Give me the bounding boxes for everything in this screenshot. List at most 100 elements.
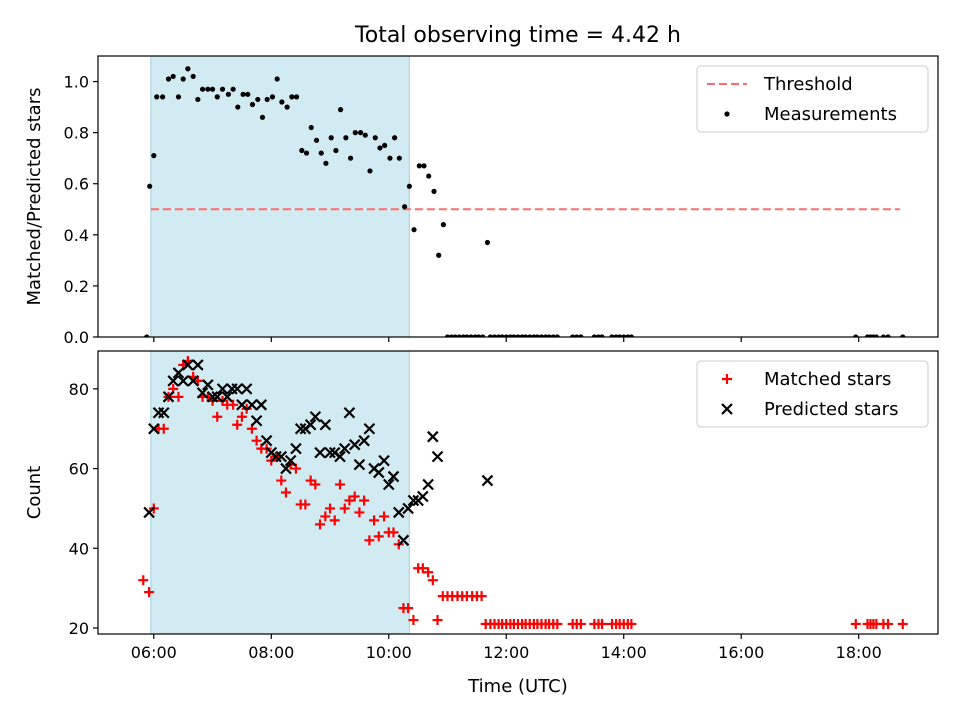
- measurements-marker: [464, 334, 470, 337]
- predicted-stars-marker: [427, 430, 439, 443]
- predicted-stars-marker: [231, 383, 243, 395]
- measurements-marker: [303, 150, 310, 156]
- measurements-marker: [245, 91, 251, 97]
- measurements-marker: [421, 163, 427, 169]
- predicted-stars-marker: [143, 506, 155, 519]
- measurements-marker: [591, 334, 597, 337]
- matched-stars-marker: [144, 587, 155, 598]
- matched-stars-marker: [232, 419, 243, 430]
- matched-stars-marker: [373, 531, 384, 542]
- data-points: [144, 66, 906, 337]
- predicted-stars-marker: [417, 490, 429, 503]
- predicted-stars-marker: [187, 375, 199, 387]
- matched-stars-marker: [339, 503, 350, 514]
- matched-stars-marker: [276, 475, 287, 486]
- matched-stars-marker: [158, 423, 169, 434]
- measurements-marker: [240, 91, 246, 97]
- measurements-marker: [190, 73, 196, 80]
- matched-stars-marker: [173, 391, 184, 402]
- predicted-stars-marker: [338, 442, 351, 455]
- measurements-marker: [491, 334, 498, 337]
- matched-stars-marker: [315, 519, 326, 530]
- measurements-marker: [274, 76, 280, 82]
- predicted-stars-marker: [348, 438, 361, 451]
- matched-stars-marker: [432, 615, 443, 626]
- measurements-marker: [323, 160, 329, 166]
- x-tick-label: 18:00: [836, 643, 882, 662]
- measurements-marker: [546, 334, 552, 337]
- measurements-marker: [873, 334, 879, 337]
- y-tick-label: 20: [69, 619, 89, 638]
- measurements-marker: [209, 86, 216, 92]
- measurements-marker: [416, 163, 422, 169]
- predicted-stars-marker: [392, 506, 405, 519]
- measurements-marker: [503, 334, 509, 337]
- x-tick-label: 12:00: [483, 643, 529, 662]
- predicted-stars-marker: [422, 478, 434, 491]
- matched-stars-marker: [236, 411, 247, 422]
- measurements-marker: [284, 104, 290, 110]
- measurements-marker: [151, 153, 157, 159]
- matched-stars-marker: [310, 479, 321, 490]
- measurements-marker: [144, 334, 150, 337]
- predicted-stars-marker: [309, 410, 322, 423]
- measurements-marker: [328, 135, 334, 141]
- data-points: [138, 355, 908, 630]
- x-tick-label: 08:00: [248, 643, 294, 662]
- ratio-axes: 0.0 0.2 0.4 0.6 0.8 1.0 Matched/Predicted star…: [24, 55, 939, 347]
- measurements-marker: [255, 96, 261, 103]
- matched-stars-marker: [883, 619, 894, 630]
- matched-stars-marker: [408, 615, 419, 626]
- y-tick-label: 80: [69, 380, 89, 399]
- measurements-marker: [538, 334, 545, 337]
- predicted-stars-marker: [202, 379, 214, 391]
- measurements-marker: [293, 94, 300, 100]
- matched-stars-marker: [369, 515, 380, 526]
- measurements-marker: [476, 334, 482, 337]
- measurements-marker: [195, 96, 201, 103]
- measurements-marker: [885, 334, 891, 337]
- predicted-stars-marker: [431, 450, 444, 463]
- measurements-marker: [230, 86, 236, 92]
- predicted-stars-marker: [148, 422, 160, 435]
- predicted-stars-marker: [172, 367, 185, 379]
- measurements-marker: [574, 334, 580, 337]
- predicted-stars-marker: [211, 391, 224, 403]
- measurements-marker: [160, 94, 166, 100]
- predicted-stars-marker: [221, 391, 234, 403]
- measurements-marker: [900, 334, 906, 337]
- measurements-marker: [392, 135, 398, 141]
- predicted-stars-marker: [387, 470, 400, 483]
- matched-stars-marker: [349, 491, 360, 502]
- matched-stars-marker: [251, 435, 262, 446]
- measurements-marker: [444, 334, 451, 337]
- count-axes: 20 40 60 80 06:00 08:00 10:00 12:00 14:00 16:00 18…: [24, 350, 939, 662]
- predicted-stars-marker: [382, 478, 395, 491]
- matched-stars-marker: [423, 567, 434, 578]
- measurements-marker: [249, 101, 256, 108]
- measurements-marker: [170, 73, 176, 80]
- measurements-marker: [205, 86, 211, 92]
- measurements-marker: [554, 334, 560, 337]
- measurements-marker: [550, 334, 556, 337]
- measurements-marker: [523, 334, 529, 337]
- measurements-marker: [225, 91, 232, 97]
- matched-stars-marker: [379, 511, 390, 522]
- measurements-marker: [468, 334, 474, 337]
- predicted-stars-marker: [324, 446, 336, 459]
- matched-stars-marker: [212, 411, 223, 422]
- legend-label: Predicted stars: [764, 399, 898, 420]
- measurements-marker: [426, 173, 432, 179]
- predicted-stars-marker: [158, 407, 170, 419]
- predicted-stars-marker: [246, 399, 258, 411]
- measurements-marker: [396, 155, 402, 161]
- measurements-marker: [185, 66, 191, 72]
- legend-label: Measurements: [764, 104, 897, 125]
- predicted-stars-marker: [343, 407, 356, 419]
- measurements-marker: [372, 135, 378, 141]
- measurements-marker: [570, 334, 576, 337]
- measurements-marker: [367, 168, 373, 174]
- measurements-marker: [411, 227, 417, 233]
- measurements-marker: [628, 334, 634, 337]
